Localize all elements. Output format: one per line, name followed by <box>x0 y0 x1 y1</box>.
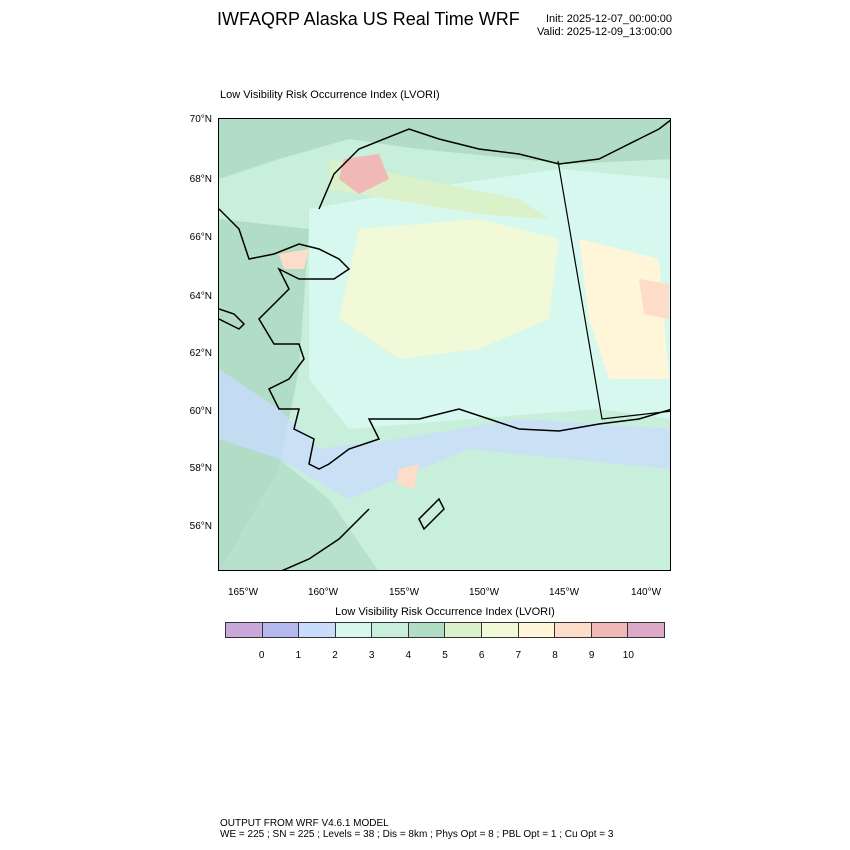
canada-border <box>557 160 670 420</box>
valid-time: Valid: 2025-12-09_13:00:00 <box>537 26 672 38</box>
colorbar <box>225 622 665 638</box>
colorbar-label: 5 <box>442 650 448 661</box>
colorbar-label: 10 <box>622 650 634 661</box>
high-risk-patch <box>279 249 309 269</box>
init-time: Init: 2025-12-07_00:00:00 <box>546 13 672 25</box>
colorbar-title: Low Visibility Risk Occurrence Index (LV… <box>335 606 555 618</box>
lon-label: 145°W <box>548 587 580 598</box>
lon-label: 140°W <box>630 587 662 598</box>
colorbar-swatch <box>518 623 556 637</box>
lon-label: 155°W <box>388 587 420 598</box>
lon-label: 160°W <box>307 587 339 598</box>
lat-label: 66°N <box>189 232 212 243</box>
lon-label: 165°W <box>227 587 259 598</box>
coastline <box>219 119 670 570</box>
lat-label: 56°N <box>189 521 212 532</box>
colorbar-label: 0 <box>258 650 265 661</box>
colorbar-swatch <box>335 623 373 637</box>
colorbar-swatch <box>482 623 519 637</box>
plot-subtitle: Low Visibility Risk Occurrence Index (LV… <box>220 89 440 101</box>
lat-label: 58°N <box>189 463 212 474</box>
colorbar-swatch <box>262 623 300 637</box>
colorbar-label: 7 <box>515 650 522 661</box>
colorbar-swatch <box>408 623 446 637</box>
colorbar-swatch <box>372 623 409 637</box>
footer-settings: WE = 225 ; SN = 225 ; Levels = 38 ; Dis … <box>220 829 614 840</box>
yellow-region <box>339 219 559 359</box>
arctic-field <box>219 119 670 179</box>
lat-label: 60°N <box>189 406 212 417</box>
footer-model: OUTPUT FROM WRF V4.6.1 MODEL <box>220 818 389 829</box>
colorbar-label: 1 <box>295 650 302 661</box>
colorbar-label: 9 <box>588 650 595 661</box>
lat-label: 62°N <box>189 348 212 359</box>
high-risk-patch <box>639 279 669 319</box>
high-risk-patch <box>339 154 389 194</box>
lon-label: 150°W <box>468 587 500 598</box>
page-title: IWFAQRP Alaska US Real Time WRF <box>217 9 520 29</box>
high-risk-patch <box>397 464 419 489</box>
lat-label: 70°N <box>189 114 212 125</box>
colorbar-label: 4 <box>405 650 412 661</box>
colorbar-swatch <box>299 623 336 637</box>
low-risk-ocean <box>219 369 670 499</box>
colorbar-label: 6 <box>478 650 485 661</box>
southwest-field <box>219 459 378 570</box>
colorbar-swatch <box>591 623 629 637</box>
lat-label: 64°N <box>189 291 212 302</box>
colorbar-swatch <box>628 623 664 637</box>
lat-label: 68°N <box>189 174 212 185</box>
colorbar-label: 3 <box>368 650 375 661</box>
colorbar-label: 8 <box>552 650 558 661</box>
colorbar-label: 2 <box>332 650 338 661</box>
colorbar-swatch <box>445 623 483 637</box>
map-panel <box>218 118 671 571</box>
colorbar-swatch <box>555 623 592 637</box>
colorbar-swatch <box>226 623 263 637</box>
map-canvas <box>219 119 670 570</box>
yellow-region-2 <box>579 239 669 379</box>
